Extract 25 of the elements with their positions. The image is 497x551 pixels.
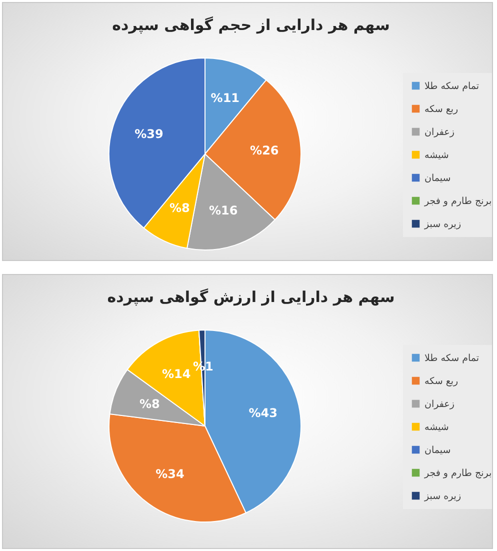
chart-title: سهم هر دارایی از حجم گواهی سپرده xyxy=(112,16,390,34)
data-label: %11 xyxy=(210,91,240,105)
data-label: %16 xyxy=(209,204,238,218)
data-label: %43 xyxy=(248,406,278,420)
data-label: %8 xyxy=(169,200,190,215)
legend-label: زعفران xyxy=(424,126,455,138)
data-label: %39 xyxy=(134,126,164,141)
legend-label: سیمان xyxy=(424,444,451,456)
legend-label: ربع سکه xyxy=(424,376,459,387)
data-label: %34 xyxy=(156,467,184,482)
legend-label: زعفران xyxy=(424,398,455,410)
legend-label: ربع سکه xyxy=(424,104,459,115)
data-label: %14 xyxy=(162,366,191,381)
legend-label: شیشه xyxy=(424,150,449,161)
legend-label: سیمان xyxy=(424,172,451,184)
chart-title: سهم هر دارایی از ارزش گواهی سپرده xyxy=(107,288,395,306)
legend-label: زیره سبز xyxy=(424,490,462,502)
legend-label: تمام سکه طلا xyxy=(424,80,480,92)
data-label: %8 xyxy=(139,397,160,412)
legend-label: برنج طارم و فجر xyxy=(424,196,492,207)
legend-label: برنج طارم و فجر xyxy=(424,468,492,479)
legend-label: زیره سبز xyxy=(424,218,462,230)
legend-label: شیشه xyxy=(424,422,449,433)
data-label: %26 xyxy=(250,143,279,158)
legend-label: تمام سکه طلا xyxy=(424,352,480,364)
